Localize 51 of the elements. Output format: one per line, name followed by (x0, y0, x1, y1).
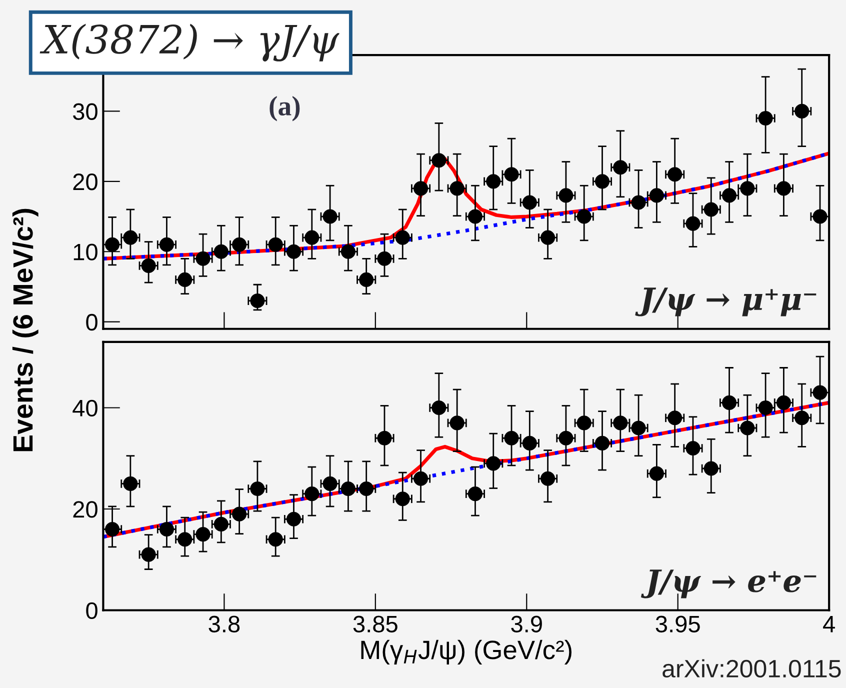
point (395, 230, 410, 245)
annotation: J/ψ → μ⁺μ⁻ (635, 288, 816, 316)
point (758, 110, 773, 126)
point (196, 251, 210, 266)
point (232, 506, 247, 522)
point (123, 230, 138, 245)
point (486, 174, 501, 189)
chart-title: X(3872) → γJ/ψ (40, 24, 340, 62)
point (631, 195, 646, 210)
point (522, 195, 537, 210)
point (286, 512, 302, 526)
point (540, 471, 556, 486)
point (377, 251, 392, 266)
y-tick-label: 30 (72, 103, 98, 120)
point (504, 167, 519, 182)
point (468, 486, 483, 502)
y-tick-label: 40 (72, 400, 98, 417)
point (794, 410, 810, 426)
x-tick-label: 3.85 (353, 616, 398, 632)
point (668, 167, 682, 182)
point (413, 471, 428, 486)
y-tick-label: 10 (74, 244, 98, 260)
point (668, 410, 682, 426)
x-tick-label: 3.8 (208, 616, 240, 632)
point (722, 395, 737, 410)
y-tick-label: 0 (86, 602, 98, 620)
point (540, 230, 556, 245)
x-tick-label: 4 (823, 616, 835, 632)
point (504, 430, 519, 446)
point (594, 174, 610, 189)
annotation: J/ψ → e⁺e⁻ (640, 570, 816, 598)
point (776, 395, 791, 410)
point (576, 416, 592, 430)
point (450, 416, 464, 430)
point (558, 430, 574, 446)
point (304, 230, 320, 245)
point (141, 547, 156, 562)
point (304, 486, 320, 502)
x-tick-label: 3.95 (656, 616, 700, 632)
x-tick-label: 3.9 (511, 616, 542, 632)
point (196, 527, 210, 542)
x-axis-title: M(γ$_{H}$J/ψ) (GeV/c²) (361, 640, 572, 665)
annotation: (a) (270, 96, 300, 122)
y-tick-label: 0 (86, 314, 98, 331)
y-axis-title: Events / (6 MeV/c²) (12, 208, 38, 452)
y-tick-label: 20 (73, 501, 98, 518)
point (613, 416, 628, 430)
point (377, 430, 392, 446)
text: arXiv:2001.0115 (662, 659, 841, 678)
y-tick-label: 20 (73, 173, 98, 190)
point (794, 104, 810, 118)
